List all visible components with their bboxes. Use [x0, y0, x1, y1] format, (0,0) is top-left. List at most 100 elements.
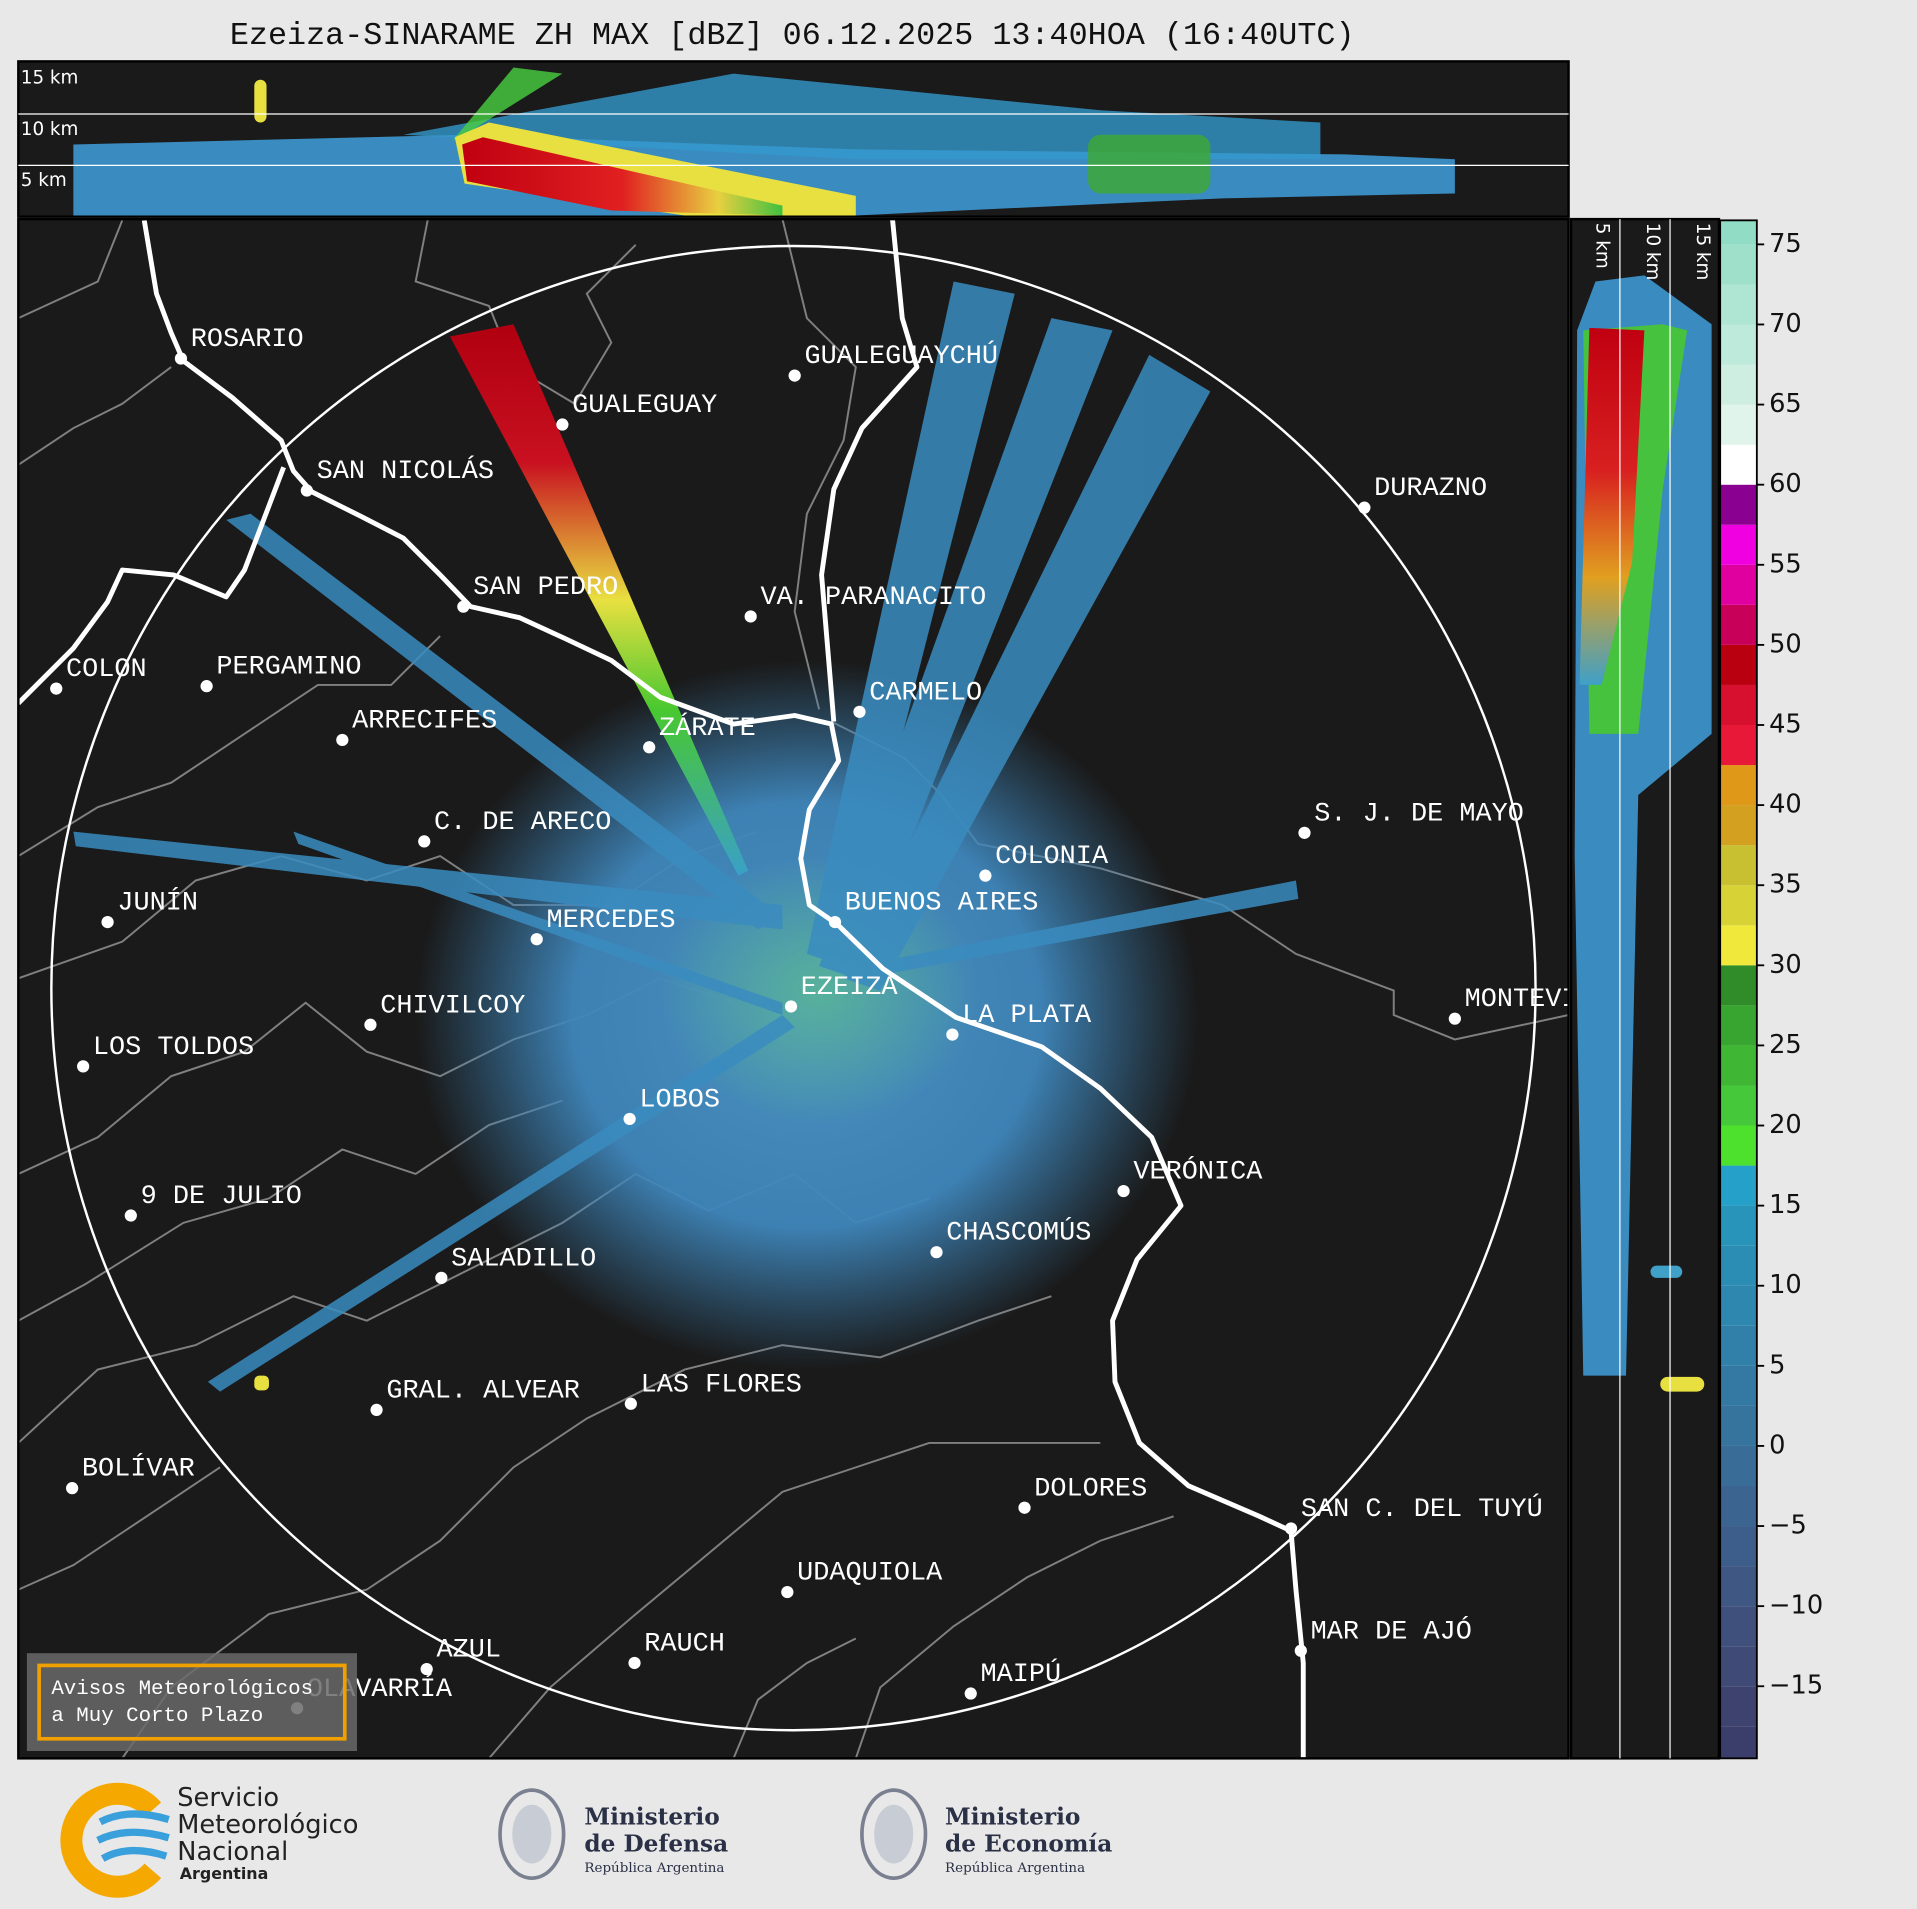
city-label: GUALEGUAY — [572, 391, 717, 421]
coastline — [18, 466, 286, 705]
city-dot — [781, 1585, 794, 1599]
colorbar-tick-label: 15 — [1769, 1190, 1802, 1220]
city-dot — [101, 915, 114, 929]
city-label: CHIVILCOY — [380, 991, 525, 1021]
colorbar-segment — [1720, 1726, 1757, 1759]
defensa-logo: Ministerio de Defensa República Argentin… — [498, 1788, 728, 1880]
radar-echo — [73, 281, 1299, 1392]
colorbar-segment — [1720, 965, 1757, 1006]
echo-cell — [1650, 1265, 1683, 1278]
logo-text: de Defensa — [584, 1831, 728, 1858]
height-label: 5 km — [21, 170, 67, 191]
city-dot — [1117, 1184, 1130, 1198]
colorbar-segment — [1720, 925, 1757, 966]
city-dot — [530, 933, 543, 946]
city-dot — [628, 1656, 641, 1670]
city-label: COLONIA — [995, 842, 1109, 872]
colorbar-tick-label: 40 — [1769, 790, 1802, 820]
colorbar-tick-label: 10 — [1769, 1270, 1802, 1300]
city-dot — [979, 869, 992, 882]
city-label: AZUL — [436, 1636, 501, 1666]
emblem — [498, 1788, 566, 1880]
city-dot — [435, 1271, 448, 1284]
logo-text: Servicio — [177, 1783, 279, 1813]
smn-waves — [96, 1810, 170, 1862]
notice-text: Avisos Meteorológicos — [51, 1678, 313, 1701]
echo-core — [1579, 327, 1645, 685]
colorbar-segment — [1720, 684, 1757, 725]
city-label: S. J. DE MAYO — [1314, 799, 1524, 829]
colorbar-segment — [1720, 1405, 1757, 1446]
city-label: VA. PARANACITO — [760, 583, 986, 613]
city-label: RAUCH — [644, 1630, 725, 1660]
colorbar-tick-label: 45 — [1769, 709, 1802, 739]
map-content: ROSARIO GUALEGUAY GUALEGUAYCHÚ SAN NICOLÁS D… — [18, 219, 1569, 1759]
city-dot — [623, 1112, 636, 1126]
city-dot — [930, 1246, 943, 1259]
city-label: EZEIZA — [801, 973, 899, 1003]
colorbar-segment — [1720, 220, 1757, 245]
colorbar-segment — [1720, 1125, 1757, 1166]
echo-core — [462, 137, 783, 216]
colorbar-segment — [1720, 1526, 1757, 1567]
colorbar-segment — [1720, 284, 1757, 325]
colorbar-segment — [1720, 404, 1757, 445]
colorbar-tick-label: 20 — [1769, 1110, 1802, 1140]
city-dot — [420, 1662, 433, 1676]
city-dot — [1294, 1644, 1307, 1657]
colorbar-segment — [1720, 1285, 1757, 1326]
colorbar-segment — [1720, 564, 1757, 605]
city-dot — [828, 915, 842, 929]
echo-ray — [855, 880, 1299, 979]
echo-cell — [254, 79, 267, 123]
colorbar-tick-label: 65 — [1769, 389, 1802, 419]
height-label: 15 km — [1692, 223, 1713, 281]
colorbar-tick-label: 50 — [1769, 629, 1802, 659]
side-section: 5 km 10 km 15 km — [1569, 217, 1721, 1760]
colorbar-segment — [1720, 1485, 1757, 1527]
city-dot — [364, 1018, 377, 1031]
echo-upper — [452, 67, 563, 141]
colorbar-segment — [1720, 1566, 1757, 1607]
range-ring — [50, 244, 1537, 1732]
city-dot — [788, 369, 801, 382]
emblem — [512, 1804, 552, 1864]
colorbar-segment — [1720, 364, 1757, 405]
smn-logo: Servicio Meteorológico Nacional Argentin… — [60, 1782, 358, 1898]
colorbar-segment — [1720, 644, 1757, 685]
city-label: LA PLATA — [962, 1001, 1092, 1031]
map-frame — [17, 217, 1570, 1760]
city-label: VERÓNICA — [1133, 1155, 1263, 1188]
city-dot — [964, 1687, 977, 1700]
colorbar-tick-label: 35 — [1769, 870, 1802, 900]
city-dot — [457, 600, 470, 613]
city-dot — [1284, 1522, 1298, 1535]
city-label: MAIPÚ — [981, 1657, 1062, 1690]
colorbar-segment — [1720, 1205, 1757, 1246]
notice-border[interactable] — [37, 1663, 347, 1741]
city-dot — [744, 610, 757, 623]
city-dot — [946, 1028, 959, 1041]
city-label: CHASCOMÚS — [946, 1216, 1091, 1249]
echo-strong-ray — [449, 324, 749, 876]
colorbar-tick-label: 70 — [1769, 309, 1802, 339]
colorbar-tick-label: 30 — [1769, 950, 1802, 980]
emblem — [874, 1804, 914, 1864]
coastlines — [18, 219, 1306, 1759]
echo-cell — [1660, 1376, 1705, 1392]
colorbar-segment — [1720, 1325, 1757, 1366]
border — [781, 219, 857, 710]
top-section: 15 km 10 km 5 km — [17, 60, 1570, 218]
echo-ray — [293, 831, 783, 1016]
city-label: CARMELO — [869, 678, 982, 708]
title: Ezeiza-SINARAME ZH MAX [dBZ] 06.12.2025 … — [230, 18, 1355, 54]
city-dot — [556, 418, 569, 431]
colorbar-segment — [1720, 1606, 1757, 1647]
city-dot — [174, 352, 188, 365]
city-label: JUNÍN — [117, 887, 198, 919]
city-label: DOLORES — [1034, 1474, 1147, 1504]
notice-box — [26, 1653, 357, 1752]
city-dot — [336, 733, 349, 747]
city-label: ZÁRATE — [659, 712, 756, 744]
